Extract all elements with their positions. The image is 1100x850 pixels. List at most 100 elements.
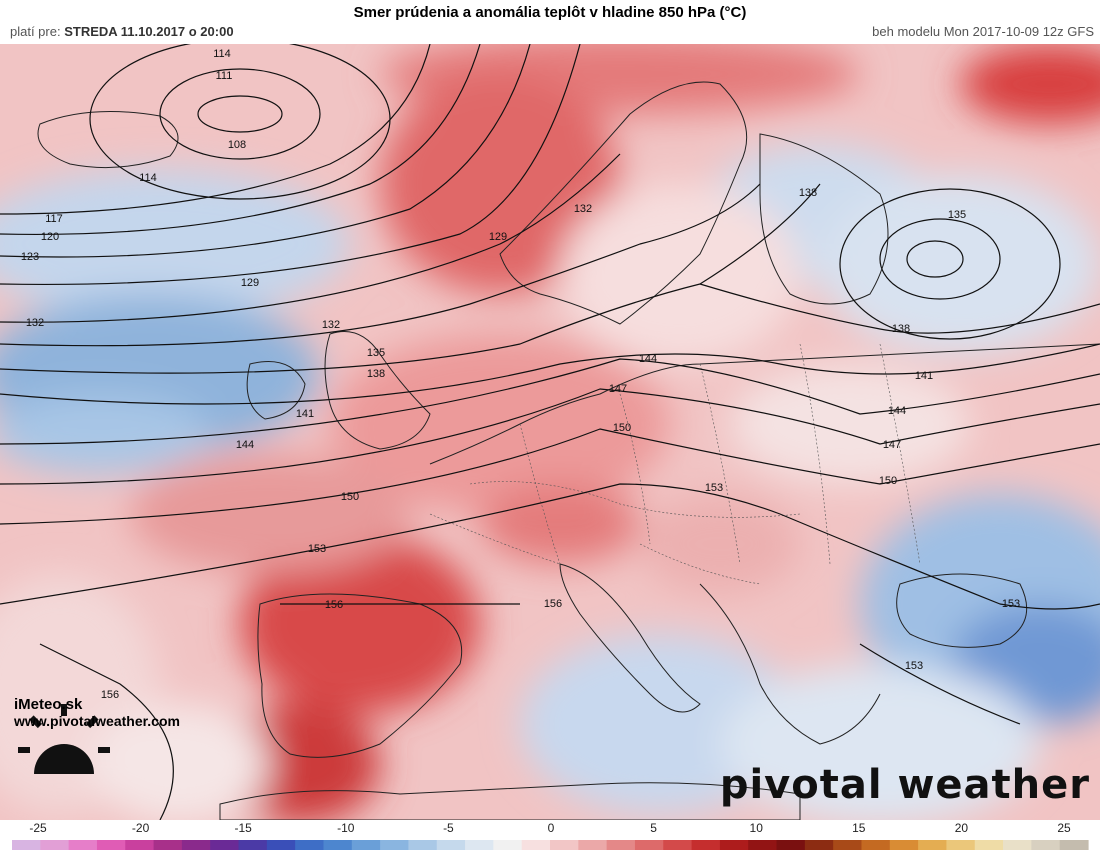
colorbar-swatch: [861, 840, 891, 850]
contour-135-outer: [839, 188, 1061, 340]
model-run-label: beh modelu Mon 2017-10-09 12z GFS: [872, 24, 1094, 39]
contour-label: 135: [367, 347, 385, 359]
continental-coast: [429, 343, 1100, 465]
contour-label: 138: [367, 368, 385, 380]
iberia-coast: [257, 593, 463, 758]
finland-coast: [759, 133, 889, 305]
colorbar-swatch: [125, 840, 155, 850]
contour-label: 156: [325, 599, 343, 611]
contour-label: 123: [21, 251, 39, 263]
low-center-135: [879, 218, 1001, 300]
colorbar-swatch: [40, 840, 70, 850]
colorbar-swatch: [691, 840, 721, 850]
contour-120: [0, 44, 481, 235]
contour-label: 141: [915, 370, 933, 382]
contour-141: [0, 343, 1100, 405]
height-contours: [0, 44, 1100, 820]
contour-label: 156: [101, 689, 119, 701]
colorbar-swatch: [323, 840, 353, 850]
colorbar-swatch: [578, 840, 608, 850]
britain-coast: [324, 331, 431, 450]
colorbar-swatch: [465, 840, 494, 850]
contour-label: 132: [574, 203, 592, 215]
colorbar-swatch: [974, 840, 1004, 850]
contour-label: 117: [45, 213, 63, 225]
valid-time-label: platí pre: STREDA 11.10.2017 o 20:00: [10, 24, 234, 39]
contour-label: 132: [322, 319, 340, 331]
balkans-coast: [699, 583, 881, 745]
colorbar-tick-label: 5: [650, 821, 657, 835]
contour-153-east: [859, 643, 1021, 725]
contour-label: 135: [948, 209, 966, 221]
colorbar-tick-label: 10: [750, 821, 764, 835]
colorbar-swatch: [96, 840, 126, 850]
colorbar-swatch: [719, 840, 749, 850]
contour-132: [0, 153, 621, 323]
contour-label: 129: [241, 277, 259, 289]
colorbar-swatch: [918, 840, 948, 850]
colorbar-tick-label: 0: [548, 821, 555, 835]
contour-label: 120: [41, 231, 59, 243]
colorbar-swatch: [833, 840, 863, 850]
sun-icon: [18, 704, 110, 774]
contour-label: 138: [892, 323, 910, 335]
contour-label: 144: [639, 353, 657, 365]
contour-label: 150: [341, 491, 359, 503]
contour-label: 141: [296, 408, 314, 420]
ireland-coast: [246, 361, 306, 420]
map-header: Smer prúdenia a anomália teplôt v hladin…: [0, 0, 1100, 44]
colorbar-tick-label: -20: [132, 821, 150, 835]
valid-time: STREDA 11.10.2017 o 20:00: [64, 24, 234, 39]
colorbar: -25 -20 -15 -10 -5 0 5 10 15 20 25: [0, 820, 1100, 850]
pivotal-weather-logo: pivotal weather: [719, 762, 1090, 808]
contour-label: 153: [308, 543, 326, 555]
contour-label: 153: [905, 660, 923, 672]
contour-138-west: [0, 183, 821, 374]
contour-156-west: [39, 643, 174, 820]
contour-label: 132: [26, 317, 44, 329]
contour-129: [0, 44, 581, 286]
colorbar-swatch: [408, 840, 438, 850]
scandinavia-coast: [499, 81, 748, 325]
contour-150: [0, 428, 1100, 525]
colorbar-swatch: [1059, 840, 1089, 850]
contour-117: [0, 44, 431, 215]
colorbar-swatch: [380, 840, 410, 850]
contour-label: 147: [609, 383, 627, 395]
colorbar-swatch: [634, 840, 664, 850]
colorbar-swatch: [493, 840, 523, 850]
contour-147: [0, 388, 1100, 485]
contour-135-west: [0, 183, 761, 347]
contour-label: 156: [544, 598, 562, 610]
map-title: Smer prúdenia a anomália teplôt v hladin…: [353, 4, 747, 21]
contour-label: 144: [888, 405, 906, 417]
contour-label: 111: [216, 70, 233, 82]
colorbar-swatch: [351, 840, 381, 850]
contour-label: 108: [228, 139, 246, 151]
brand-url[interactable]: www.pivotalweather.com: [14, 713, 180, 729]
coastlines: [37, 81, 1100, 820]
colorbar-swatch: [68, 840, 98, 850]
colorbar-swatch: [12, 840, 41, 850]
anomaly-map: 114 111 108 114 117 120 123 129 132 132 …: [0, 44, 1100, 820]
colorbar-swatch: [776, 840, 806, 850]
colorbar-swatch: [889, 840, 919, 850]
colorbar-tick-label: 25: [1057, 821, 1071, 835]
iceland-coast: [37, 111, 179, 169]
colorbar-swatch: [550, 840, 579, 850]
colorbar-swatch: [748, 840, 778, 850]
colorbar-swatch: [266, 840, 296, 850]
contour-labels: 114 111 108 114 117 120 123 129 132 132 …: [21, 48, 1020, 701]
colorbar-swatch: [946, 840, 976, 850]
colorbar-tick-label: -15: [235, 821, 253, 835]
low-center-108: [197, 95, 283, 133]
colorbar-swatch: [436, 840, 466, 850]
contour-label: 153: [705, 482, 723, 494]
colorbar-tick-label: -5: [443, 821, 454, 835]
colorbar-swatch: [181, 840, 211, 850]
brand-block: iMeteo.sk www.pivotalweather.com: [14, 696, 180, 729]
brand-site[interactable]: iMeteo.sk: [14, 696, 83, 713]
contour-label: 150: [879, 475, 897, 487]
colorbar-swatch: [1003, 840, 1032, 850]
contour-153: [0, 483, 1100, 610]
